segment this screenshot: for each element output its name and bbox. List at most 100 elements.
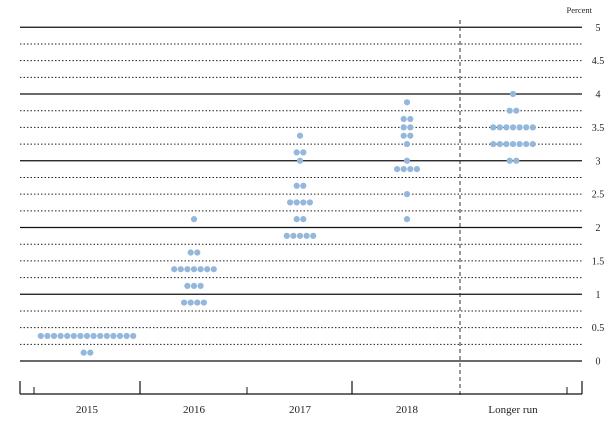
dot-marker [403, 157, 411, 164]
x-axis [19, 381, 583, 395]
y-tick-label: 0 [596, 357, 601, 368]
y-tick-label: 3.5 [592, 123, 605, 134]
dot-marker [37, 332, 44, 340]
dot-marker [400, 124, 407, 131]
y-tick-label: 1.5 [592, 256, 605, 267]
dot-marker [293, 182, 300, 189]
y-tick-label: 4.5 [592, 56, 605, 67]
y-axis-tick-labels: 0 0.5 1 1.5 2 2.5 3 3.5 4 4.5 5 [592, 23, 605, 368]
dot-marker [300, 182, 307, 189]
dot-marker [296, 132, 304, 139]
x-category-label: Longer run [488, 404, 538, 416]
dot-marker [283, 232, 290, 239]
y-tick-label: 5 [596, 23, 601, 34]
y-tick-label: 3 [596, 156, 601, 167]
dot-marker [197, 266, 204, 273]
dot-marker [516, 124, 523, 131]
dot-marker [400, 115, 407, 123]
dot-marker [403, 99, 411, 106]
x-category-label: 2015 [76, 404, 99, 416]
dot-marker [187, 299, 194, 306]
dot-marker [77, 332, 84, 340]
dot-marker [403, 191, 411, 198]
dot-marker [490, 140, 497, 148]
dot-marker [407, 115, 414, 123]
y-axis-unit-label: Percent [567, 5, 593, 15]
gridlines [20, 26, 582, 362]
dot-markers [37, 90, 536, 356]
dot-marker [503, 140, 510, 148]
dot-marker [57, 332, 64, 340]
x-category-label: 2017 [289, 404, 312, 416]
x-category-label: 2018 [396, 404, 419, 416]
dot-marker [296, 232, 304, 239]
dot-marker [296, 157, 304, 164]
dot-marker [210, 266, 217, 273]
dot-marker [190, 216, 198, 223]
dot-marker [300, 216, 307, 223]
dot-marker [171, 266, 178, 273]
dot-marker [110, 332, 117, 340]
dot-marker [204, 266, 211, 273]
dot-marker [300, 199, 307, 206]
y-tick-label: 2 [596, 223, 601, 234]
dot-marker [503, 124, 510, 131]
dot-marker [187, 249, 194, 256]
dot-marker [516, 140, 523, 148]
dot-marker [400, 165, 407, 173]
dot-marker [523, 124, 530, 131]
dot-marker [50, 332, 58, 340]
dot-marker [197, 282, 204, 290]
y-tick-label: 0.5 [592, 323, 605, 334]
dot-marker [194, 299, 201, 306]
dot-marker [116, 332, 124, 340]
dot-marker [293, 216, 300, 223]
dot-marker [190, 282, 198, 290]
dot-marker [290, 232, 297, 239]
dot-marker [407, 124, 414, 131]
dot-marker [103, 332, 110, 340]
dot-marker [70, 332, 77, 340]
y-tick-label: 2.5 [592, 190, 605, 201]
dot-marker [413, 165, 420, 173]
dot-marker [97, 332, 104, 340]
dot-marker [496, 140, 503, 148]
dot-marker [403, 140, 411, 148]
y-tick-label: 4 [596, 90, 601, 101]
dot-marker [190, 266, 198, 273]
dot-marker [509, 124, 517, 131]
x-category-label: 2016 [183, 404, 206, 416]
dot-marker [403, 216, 411, 223]
dot-marker [513, 107, 520, 114]
dot-marker [529, 140, 536, 148]
dot-marker [293, 199, 300, 206]
dot-marker [80, 349, 87, 356]
dot-marker [310, 232, 317, 239]
dot-marker [303, 232, 310, 239]
dot-marker [123, 332, 130, 340]
dot-marker [44, 332, 51, 340]
dot-marker [87, 349, 94, 356]
dot-marker [177, 266, 184, 273]
dot-marker [394, 165, 401, 173]
dot-marker [506, 157, 513, 164]
dot-marker [407, 165, 414, 173]
dot-marker [83, 332, 91, 340]
dot-marker [90, 332, 97, 340]
dot-marker [300, 149, 307, 156]
dot-marker [200, 299, 207, 306]
dot-marker [407, 132, 414, 139]
dot-marker [194, 249, 201, 256]
dot-marker [506, 107, 513, 114]
dot-marker [130, 332, 137, 340]
dot-marker [184, 266, 191, 273]
dot-marker [509, 90, 517, 98]
x-axis-category-labels: 2015 2016 2017 2018 Longer run [76, 404, 538, 416]
y-tick-label: 1 [596, 290, 601, 301]
dot-marker [490, 124, 497, 131]
dot-marker [181, 299, 188, 306]
dot-marker [509, 140, 517, 148]
dot-marker [64, 332, 71, 340]
dot-marker [400, 132, 407, 139]
